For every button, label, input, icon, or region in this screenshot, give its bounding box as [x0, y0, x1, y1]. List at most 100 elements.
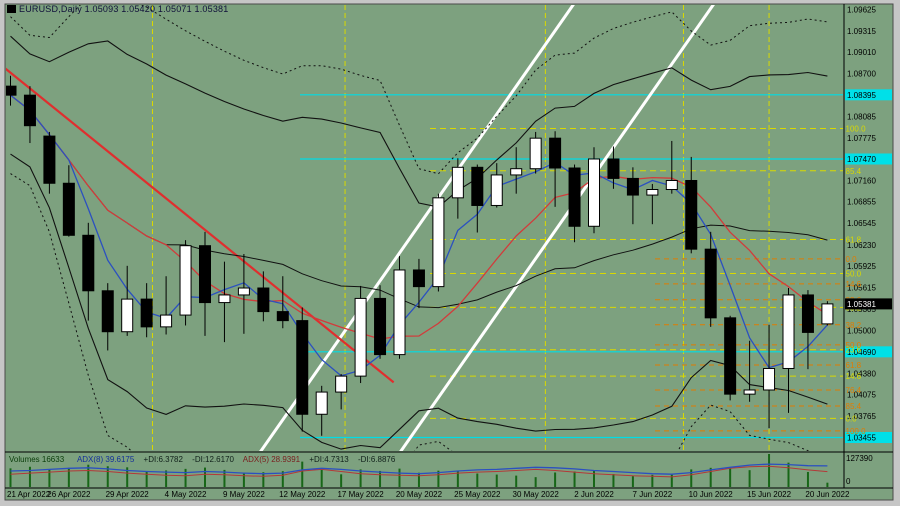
candle — [237, 287, 250, 296]
adx-lines — [10, 463, 828, 478]
svg-text:100.0: 100.0 — [846, 427, 867, 436]
candle — [510, 168, 523, 176]
candle — [685, 179, 698, 250]
svg-text:1.04380: 1.04380 — [847, 369, 876, 378]
svg-text:12 May 2022: 12 May 2022 — [279, 490, 326, 499]
svg-text:76.4: 76.4 — [846, 386, 862, 395]
current-price-badge — [845, 298, 892, 310]
candle — [763, 367, 776, 391]
candle — [529, 137, 542, 170]
svg-text:26 Apr 2022: 26 Apr 2022 — [47, 490, 91, 499]
svg-text:7 Jun 2022: 7 Jun 2022 — [633, 490, 673, 499]
svg-text:29 Apr 2022: 29 Apr 2022 — [106, 490, 150, 499]
svg-text:0.0: 0.0 — [846, 255, 858, 264]
candle — [490, 174, 503, 206]
candle — [62, 182, 75, 236]
candle — [296, 320, 309, 415]
svg-text:61.8: 61.8 — [846, 361, 862, 370]
candle — [471, 166, 484, 206]
svg-text:1.08395: 1.08395 — [847, 91, 876, 100]
svg-text:1.04690: 1.04690 — [847, 348, 876, 357]
sr-price-badge — [845, 89, 892, 101]
svg-text:61.8: 61.8 — [846, 235, 862, 244]
svg-text:1.06230: 1.06230 — [847, 241, 876, 250]
chart-shift-marker — [7, 5, 16, 13]
svg-text:0.0: 0.0 — [846, 414, 858, 423]
svg-text:85.4: 85.4 — [846, 402, 862, 411]
indicator-panel[interactable] — [5, 451, 893, 489]
candle — [199, 245, 211, 304]
svg-text:20 May 2022: 20 May 2022 — [396, 490, 443, 499]
svg-text:1.05925: 1.05925 — [847, 262, 876, 271]
svg-text:9 May 2022: 9 May 2022 — [223, 490, 265, 499]
svg-text:50.0: 50.0 — [846, 341, 862, 350]
candle — [354, 297, 367, 377]
candles[interactable] — [5, 75, 834, 436]
svg-text:1.03765: 1.03765 — [847, 412, 876, 421]
candle — [588, 158, 600, 227]
candle — [23, 94, 36, 127]
svg-text:2 Jun 2022: 2 Jun 2022 — [574, 490, 614, 499]
price-scale[interactable]: 1.09625 1.09315 1.09010 1.08700 1.08395 1.080… — [843, 4, 892, 488]
svg-text:85.4: 85.4 — [846, 167, 862, 176]
candle — [568, 167, 581, 227]
svg-text:1.07470: 1.07470 — [847, 155, 876, 164]
candle — [801, 294, 814, 333]
svg-text:1.05000: 1.05000 — [847, 326, 876, 335]
sr-price-badge — [845, 432, 892, 443]
svg-text:30 May 2022: 30 May 2022 — [513, 490, 560, 499]
svg-text:1.08085: 1.08085 — [847, 112, 876, 121]
svg-text:10 Jun 2022: 10 Jun 2022 — [689, 490, 734, 499]
svg-text:1.07775: 1.07775 — [847, 134, 876, 143]
svg-text:1.06855: 1.06855 — [847, 198, 876, 207]
candle — [140, 298, 153, 328]
candle — [646, 189, 659, 196]
candle — [782, 294, 795, 369]
volume-histogram — [9, 454, 829, 487]
svg-text:21 Apr 2022: 21 Apr 2022 — [7, 490, 51, 499]
candle — [821, 303, 834, 325]
candle — [335, 375, 348, 393]
svg-text:1.03455: 1.03455 — [847, 434, 876, 443]
sr-price-badge — [845, 346, 892, 358]
candle — [82, 234, 95, 292]
svg-text:1.05305: 1.05305 — [847, 305, 876, 314]
svg-text:1.09315: 1.09315 — [847, 27, 876, 36]
svg-text:23.6: 23.6 — [846, 346, 862, 355]
candle — [724, 317, 737, 395]
candle — [412, 269, 425, 288]
svg-text:1.05615: 1.05615 — [847, 284, 876, 293]
candle — [451, 166, 464, 199]
candle — [121, 298, 134, 333]
svg-text:1.06545: 1.06545 — [847, 219, 876, 228]
candle — [704, 248, 717, 319]
candle — [432, 197, 445, 288]
fibonacci-retracements — [430, 127, 843, 432]
svg-text:17 May 2022: 17 May 2022 — [337, 490, 384, 499]
svg-text:14.6: 14.6 — [846, 372, 862, 381]
svg-text:1.07160: 1.07160 — [847, 176, 876, 185]
candle — [276, 311, 289, 322]
candle — [6, 85, 17, 96]
candle — [374, 297, 387, 356]
candle — [626, 177, 639, 196]
candle — [257, 287, 270, 313]
candle — [160, 314, 173, 328]
svg-text:20 Jun 2022: 20 Jun 2022 — [805, 490, 850, 499]
svg-text:1.04075: 1.04075 — [847, 390, 876, 399]
sr-price-badge — [845, 153, 892, 165]
svg-text:14.6: 14.6 — [846, 280, 862, 289]
svg-text:1.09625: 1.09625 — [847, 6, 876, 15]
svg-text:50.0: 50.0 — [846, 269, 862, 278]
candle — [665, 179, 678, 191]
svg-text:15 Jun 2022: 15 Jun 2022 — [747, 490, 792, 499]
candle — [549, 137, 562, 169]
candle — [218, 294, 231, 304]
svg-text:100.0: 100.0 — [846, 124, 867, 133]
candle — [393, 269, 406, 356]
candle — [101, 290, 114, 333]
svg-text:4 May 2022: 4 May 2022 — [165, 490, 207, 499]
